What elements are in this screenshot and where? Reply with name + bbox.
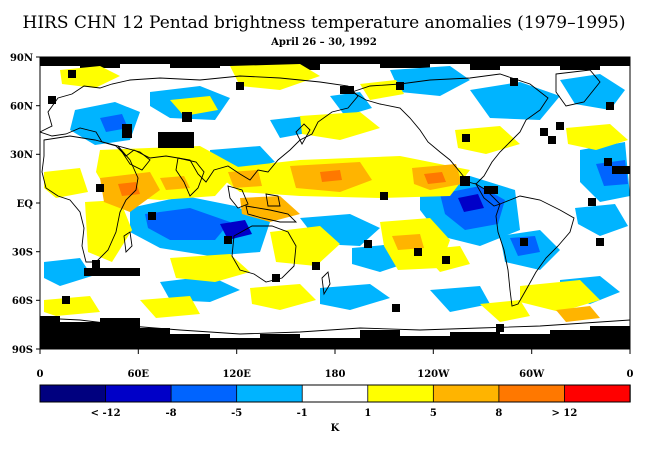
colorbar-label-gt-12: > 12	[552, 408, 578, 419]
colorbar-label-minus1: -1	[297, 408, 308, 419]
latitude-axis: 90N 60N 30N EQ 30S 60S 90S	[10, 53, 40, 356]
lon-label-120w: 120W	[417, 369, 450, 380]
lat-label-60s: 60S	[12, 296, 33, 307]
colorbar-frame	[39, 384, 631, 403]
lat-label-30n: 30N	[10, 150, 33, 161]
longitude-axis: 0 60E 120E 180 120W 60W 0	[37, 349, 634, 380]
colorbar-label-lt-12: < -12	[91, 408, 121, 419]
anomaly-patches	[44, 64, 630, 332]
colorbar-swatch-4	[301, 384, 369, 403]
lat-label-60n: 60N	[10, 102, 33, 113]
colorbar-label-minus5: -5	[231, 408, 242, 419]
lat-label-90n: 90N	[10, 53, 33, 64]
missing-data-north	[40, 57, 630, 70]
lon-label-60w: 60W	[519, 369, 545, 380]
colorbar-swatch-3	[236, 384, 303, 403]
colorbar-swatch-1	[105, 384, 172, 403]
lon-label-0-end: 0	[627, 369, 634, 380]
colorbar: < -12 -8 -5 -1 1 5 8 > 12 K	[39, 384, 631, 434]
lon-label-120e: 120E	[222, 369, 251, 380]
colorbar-unit: K	[331, 423, 340, 434]
map-panel	[40, 57, 630, 349]
colorbar-swatch-6	[432, 384, 500, 403]
colorbar-label-1: 1	[364, 408, 371, 419]
colorbar-swatch-7	[498, 384, 566, 403]
lat-label-30s: 30S	[12, 248, 33, 259]
colorbar-swatches	[39, 384, 631, 403]
lat-label-90s: 90S	[12, 345, 33, 356]
lat-label-eq: EQ	[17, 199, 34, 210]
colorbar-label-8: 8	[495, 408, 502, 419]
colorbar-swatch-0	[39, 384, 107, 403]
colorbar-swatch-2	[170, 384, 238, 403]
coastlines	[40, 69, 630, 335]
colorbar-swatch-5	[367, 384, 435, 403]
map-title: HIRS CHN 12 Pentad brightness temperatur…	[22, 13, 626, 33]
map-subtitle: April 26 – 30, 1992	[271, 37, 377, 48]
missing-data-south	[40, 316, 630, 349]
lon-label-60e: 60E	[128, 369, 150, 380]
lon-label-180: 180	[325, 369, 346, 380]
lon-label-0: 0	[37, 369, 44, 380]
colorbar-label-5: 5	[430, 408, 437, 419]
colorbar-swatch-8	[564, 384, 631, 403]
colorbar-label-minus8: -8	[166, 408, 177, 419]
